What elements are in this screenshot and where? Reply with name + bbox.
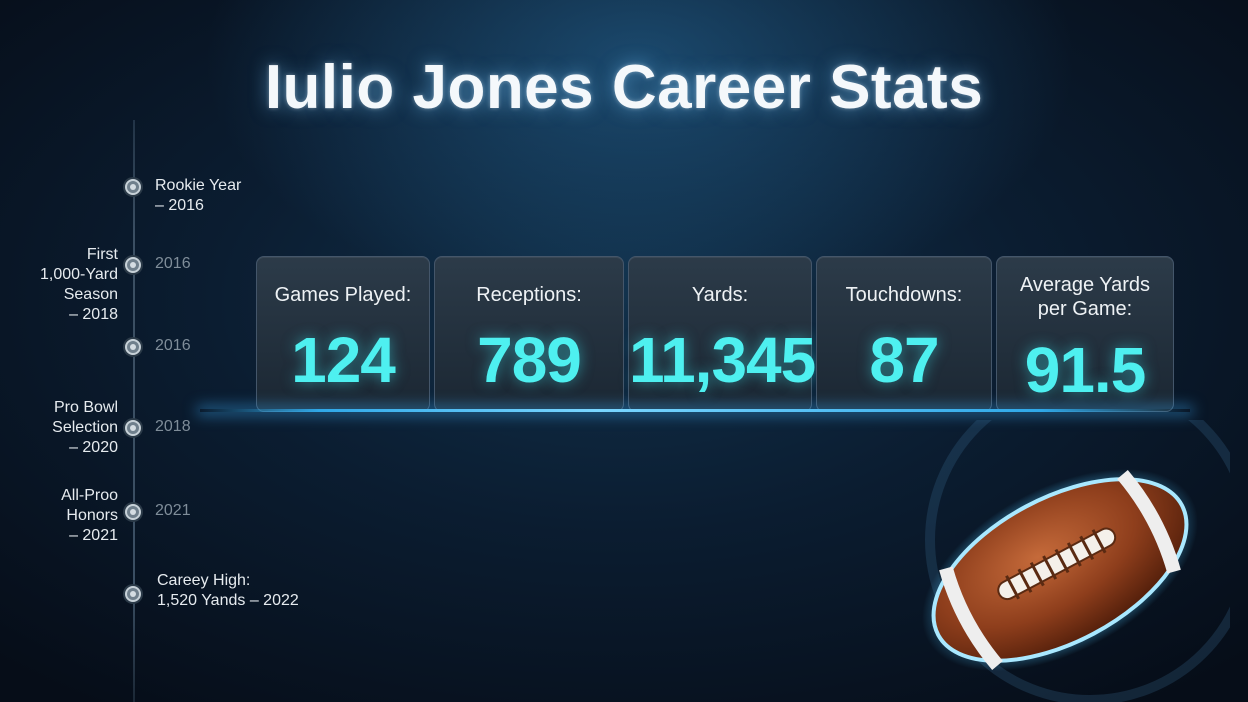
stat-label: Games Played: xyxy=(274,284,412,306)
stat-card-games-played: Games Played: 124 xyxy=(256,256,430,412)
timeline-label-rookie: Rookie Year – 2016 xyxy=(155,177,242,214)
timeline-line xyxy=(133,120,135,702)
stat-value: 124 xyxy=(291,324,396,396)
timeline-year: 2018 xyxy=(155,418,191,435)
football-icon xyxy=(922,420,1230,702)
timeline-label-career-high: Careey High: 1,520 Yands – 2022 xyxy=(157,572,299,609)
timeline-year: 2016 xyxy=(155,255,191,272)
timeline-year: 2016 xyxy=(155,337,191,354)
stat-value: 789 xyxy=(477,324,582,396)
timeline-dot-icon xyxy=(125,257,141,273)
stat-value: 87 xyxy=(869,324,939,396)
stat-card-receptions: Receptions: 789 xyxy=(434,256,624,412)
timeline-year: 2021 xyxy=(155,502,191,519)
stat-label: Receptions: xyxy=(476,284,582,306)
card-underline-glow xyxy=(200,409,1190,412)
timeline-dot-icon xyxy=(125,339,141,355)
stat-card-yards: Yards: 11,345 xyxy=(628,256,816,412)
stat-value: 91.5 xyxy=(1024,334,1147,406)
timeline-label-first-1000: First 1,000-Yard Season – 2018 xyxy=(40,246,118,323)
timeline-dot-icon xyxy=(125,586,141,602)
timeline-label-all-pro: All-Proo Honors – 2021 xyxy=(61,487,118,544)
stat-label: Touchdowns: xyxy=(845,284,963,306)
timeline-label-pro-bowl: Pro Bowl Selection – 2020 xyxy=(52,399,118,456)
timeline-dot-icon xyxy=(125,504,141,520)
stat-label: Average Yards per Game: xyxy=(1019,274,1151,320)
timeline-dot-icon xyxy=(125,179,141,195)
page-title: Iulio Jones Career Stats xyxy=(264,53,984,122)
timeline-dot-icon xyxy=(125,420,141,436)
stat-value: 11,345 xyxy=(629,324,816,396)
stat-label: Yards: xyxy=(691,284,749,306)
stat-card-touchdowns: Touchdowns: 87 xyxy=(816,256,992,412)
stat-card-average-yards: Average Yards per Game: 91.5 xyxy=(996,256,1174,412)
